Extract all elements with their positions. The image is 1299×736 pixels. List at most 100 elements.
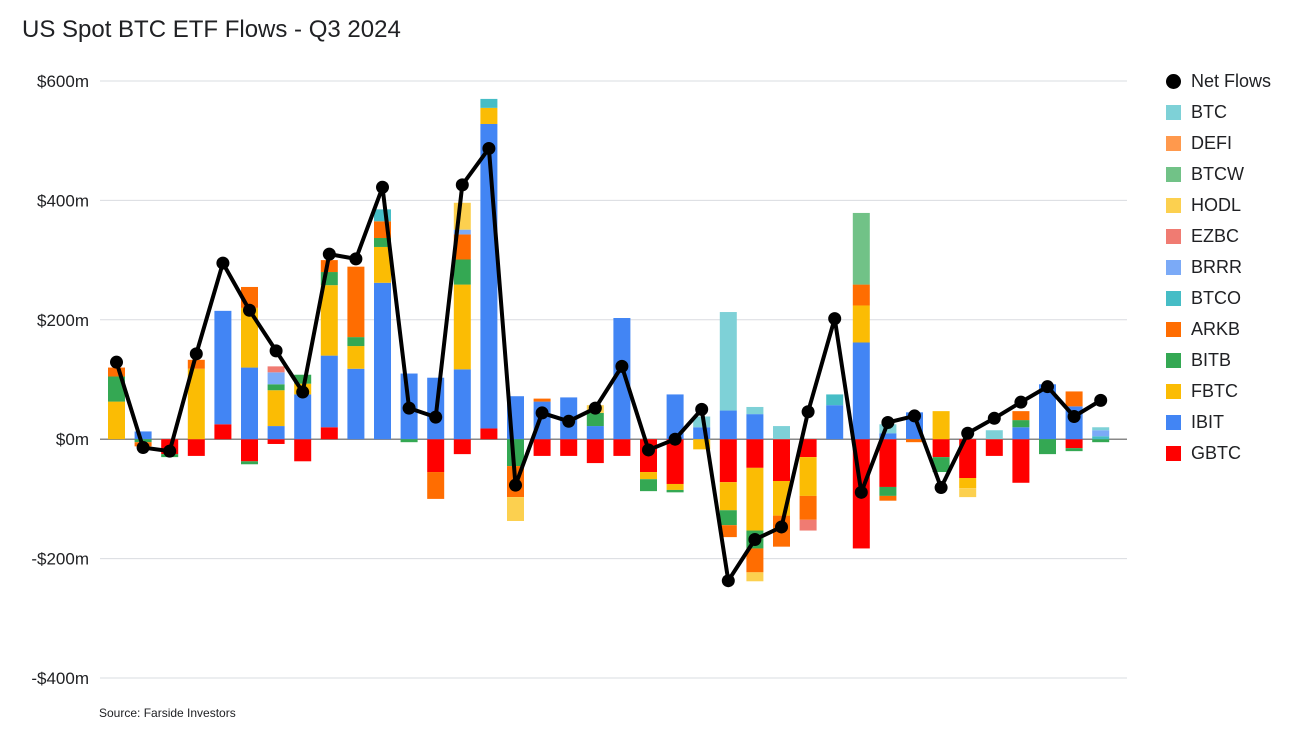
legend-label: Net Flows bbox=[1191, 71, 1272, 91]
bar-segment-btcw bbox=[852, 212, 870, 285]
bar-segment-fbtc bbox=[187, 368, 205, 440]
legend-swatch-icon bbox=[1166, 260, 1181, 275]
bar-segment-gbtc bbox=[294, 439, 312, 462]
legend-item-btcw: BTCW bbox=[1166, 159, 1271, 190]
y-tick-label: $600m bbox=[37, 72, 89, 91]
legend-swatch-icon bbox=[1166, 353, 1181, 368]
net-flow-point bbox=[189, 347, 203, 361]
bar-segment-ibit bbox=[347, 368, 365, 440]
bar-segment-ibit bbox=[320, 355, 338, 428]
bar-segment-arkb bbox=[879, 495, 897, 501]
bar-segment-fbtc bbox=[852, 305, 870, 343]
bar-segment-ibit bbox=[267, 426, 285, 440]
bar-segment-bitb bbox=[400, 439, 418, 443]
bar-segment-fbtc bbox=[241, 307, 258, 368]
net-flow-point bbox=[136, 441, 150, 455]
bar-segment-hodl bbox=[746, 572, 764, 582]
net-flow-point bbox=[482, 141, 496, 155]
bar-segment-ibit bbox=[852, 342, 870, 440]
bar-segment-btco bbox=[374, 209, 391, 222]
bar-segment-btc bbox=[746, 406, 764, 415]
bar-segment-ezbc bbox=[267, 366, 285, 373]
bar-segment-fbtc bbox=[693, 439, 711, 450]
bar-segment-arkb bbox=[906, 439, 923, 443]
bar-segment-gbtc bbox=[1065, 439, 1083, 449]
bar-segment-ibit bbox=[453, 369, 471, 440]
net-flow-point bbox=[615, 359, 629, 373]
bar-segment-gbtc bbox=[560, 439, 578, 456]
legend-label: BITB bbox=[1191, 350, 1232, 370]
bar-segment-fbtc bbox=[799, 457, 817, 496]
bar-segment-bitb bbox=[294, 374, 312, 384]
legend-label: HODL bbox=[1191, 195, 1242, 215]
legend-item-net-flows: Net Flows bbox=[1166, 66, 1271, 97]
bar-segment-fbtc bbox=[320, 285, 338, 356]
bar-segment-bitb bbox=[879, 486, 897, 496]
bar-segment-gbtc bbox=[719, 439, 737, 483]
legend-label: DEFI bbox=[1191, 133, 1233, 153]
bar-segment-gbtc bbox=[214, 424, 232, 440]
net-flow-point bbox=[828, 312, 842, 326]
net-flow-point bbox=[1041, 380, 1054, 394]
bar-segment-gbtc bbox=[586, 439, 604, 464]
legend-swatch-icon bbox=[1166, 322, 1181, 337]
legend-label: GBTC bbox=[1191, 443, 1242, 463]
bar-segment-brrr bbox=[1092, 430, 1110, 437]
bar-segment-arkb bbox=[320, 260, 338, 273]
bar-segment-ibit bbox=[134, 431, 152, 440]
bar-segment-brrr bbox=[267, 372, 285, 385]
bar-segment-gbtc bbox=[320, 427, 338, 440]
bar-segment-bitb bbox=[586, 412, 604, 427]
bar-segment-btco bbox=[826, 394, 844, 406]
bar-segment-ibit bbox=[1012, 427, 1030, 440]
net-flow-point bbox=[1067, 410, 1081, 424]
legend-swatch-icon bbox=[1166, 229, 1181, 244]
bar-segment-gbtc bbox=[533, 439, 551, 456]
bar-segment-fbtc bbox=[746, 467, 764, 531]
bar-segment-bitb bbox=[134, 439, 152, 443]
bar-segment-ibit bbox=[241, 367, 258, 440]
y-tick-label: $400m bbox=[37, 191, 89, 210]
bar-segment-ibit bbox=[666, 394, 684, 440]
bar-segment-gbtc bbox=[480, 428, 498, 440]
bar-segment-fbtc bbox=[267, 390, 285, 427]
bar-segment-ibit bbox=[294, 394, 312, 440]
source-note: Source: Farside Investors bbox=[99, 706, 236, 720]
bar-segment-bitb bbox=[347, 337, 365, 347]
bar-segment-gbtc bbox=[799, 439, 817, 458]
bar-segment-fbtc bbox=[108, 401, 125, 440]
bar-segment-bitb bbox=[1012, 420, 1030, 428]
bar-segment-btco bbox=[480, 98, 498, 108]
bar-segment-ibit bbox=[826, 405, 844, 440]
legend-swatch-icon bbox=[1166, 415, 1181, 430]
bar-segment-gbtc bbox=[1012, 439, 1030, 483]
net-flow-point bbox=[562, 414, 576, 428]
net-flow-point bbox=[801, 405, 815, 419]
legend-label: BTCO bbox=[1191, 288, 1242, 308]
bar-segment-bitb bbox=[241, 461, 258, 465]
bar-segment-gbtc bbox=[985, 439, 1003, 456]
legend-item-hodl: HODL bbox=[1166, 190, 1271, 221]
bar-segment-arkb bbox=[1065, 391, 1083, 407]
bar-segment-btc bbox=[1092, 427, 1110, 431]
bar-segment-arkb bbox=[347, 266, 365, 338]
net-flow-point bbox=[642, 443, 655, 457]
net-flow-point bbox=[349, 252, 363, 266]
y-tick-label: -$400m bbox=[31, 669, 89, 688]
legend-swatch-icon bbox=[1166, 384, 1181, 399]
bar-segment-fbtc bbox=[719, 482, 737, 511]
legend-swatch-icon bbox=[1166, 136, 1181, 151]
bar-segment-ibit bbox=[1039, 384, 1056, 440]
net-flow-point bbox=[668, 432, 682, 446]
bar-segment-bitb bbox=[1039, 439, 1056, 455]
legend-item-gbtc: GBTC bbox=[1166, 438, 1271, 469]
legend-label: BTC bbox=[1191, 102, 1227, 122]
net-flow-point bbox=[269, 344, 283, 358]
legend-item-ibit: IBIT bbox=[1166, 407, 1271, 438]
bar-segment-fbtc bbox=[640, 472, 657, 480]
bar-segment-gbtc bbox=[959, 439, 977, 479]
net-flow-point bbox=[376, 180, 389, 194]
net-flow-point bbox=[243, 303, 256, 317]
bar-segment-arkb bbox=[1012, 411, 1030, 421]
bar-segment-ibit bbox=[214, 310, 232, 425]
